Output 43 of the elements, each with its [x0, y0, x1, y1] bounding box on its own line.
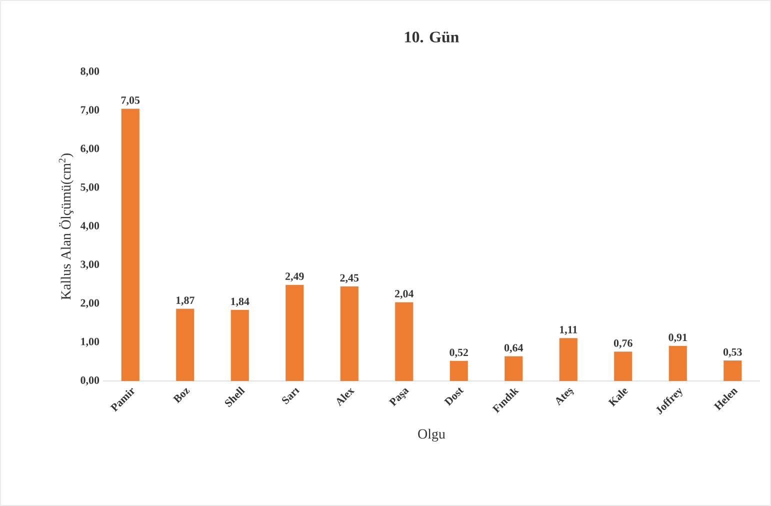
x-tick-label: Kale [608, 388, 628, 407]
bar [286, 284, 304, 381]
y-tick-label: 6,00 [80, 144, 100, 154]
x-tick-label: Boz [172, 388, 190, 404]
data-label: 2,04 [394, 290, 414, 300]
data-label: 0,64 [504, 344, 524, 354]
x-tick-label: Paşa [388, 388, 410, 406]
bar [668, 346, 687, 381]
bar [450, 360, 468, 381]
data-label: 1,84 [231, 298, 250, 307]
y-tick-label: 8,00 [80, 68, 100, 76]
bar [724, 360, 742, 381]
data-label: 7,05 [121, 96, 140, 106]
data-label: 2,45 [340, 274, 359, 284]
y-tick-label: 3,00 [80, 260, 100, 270]
data-label: 0,53 [723, 348, 742, 358]
y-tick-label: 2,00 [80, 299, 100, 308]
bar [614, 352, 632, 381]
x-tick-label: Dost [444, 388, 464, 406]
y-axis-title: Kallus Alan Ölçümü(cm$^{2}$) [58, 154, 74, 300]
bar [340, 286, 358, 381]
y-tick-label: 4,00 [80, 222, 100, 231]
chart-title: 10. Gün [405, 32, 459, 42]
bar [504, 356, 523, 381]
bar [230, 310, 249, 381]
y-tick-label: 0,00 [80, 376, 100, 386]
bar [559, 338, 578, 381]
x-axis-title: Olgu [418, 428, 446, 442]
bar [395, 302, 414, 381]
y-tick-label: 5,00 [80, 183, 100, 192]
data-label: 1,87 [176, 296, 194, 306]
y-tick-label: 1,00 [81, 338, 100, 347]
bar [176, 308, 194, 381]
x-tick-label: Ateş [556, 388, 574, 406]
data-label: 0,91 [668, 334, 687, 343]
data-label: 1,11 [560, 326, 578, 335]
data-label: 0,52 [450, 348, 468, 358]
x-tick-label: Sarı [282, 388, 300, 404]
data-label: 2,49 [285, 272, 304, 282]
data-label: 0,76 [614, 339, 632, 348]
x-tick-label: Alex [336, 388, 355, 406]
bar [121, 108, 140, 381]
y-tick-label: 7,00 [80, 106, 100, 116]
